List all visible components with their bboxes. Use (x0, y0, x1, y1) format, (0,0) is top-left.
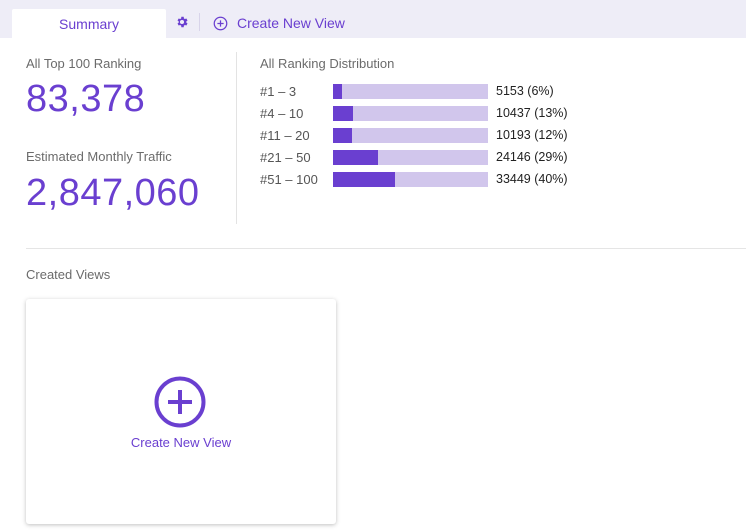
distribution-bar (333, 105, 488, 121)
distribution-row: #21 – 50 24146 (29%) (260, 149, 568, 165)
distribution-bar (333, 149, 488, 165)
distribution-bar-fill (333, 83, 343, 99)
distribution-bar (333, 171, 488, 187)
distribution-bar (333, 83, 488, 99)
tab-bar: Summary Create New View (0, 0, 746, 38)
gear-icon[interactable] (175, 15, 189, 29)
top100-ranking-label: All Top 100 Ranking (26, 56, 142, 71)
monthly-traffic-value: 2,847,060 (26, 172, 200, 214)
create-new-view-card[interactable]: Create New View (26, 299, 336, 524)
top100-ranking-value: 83,378 (26, 78, 146, 120)
create-new-view-card-label: Create New View (130, 435, 232, 450)
distribution-range: #1 – 3 (260, 83, 297, 99)
distribution-row: #1 – 3 5153 (6%) (260, 83, 554, 99)
monthly-traffic-label: Estimated Monthly Traffic (26, 149, 172, 164)
distribution-range: #11 – 20 (260, 127, 310, 143)
section-divider (26, 248, 746, 249)
distribution-value: 10193 (12%) (496, 128, 568, 142)
created-views-label: Created Views (26, 267, 111, 282)
distribution-title: All Ranking Distribution (260, 56, 395, 71)
tab-summary-label: Summary (59, 15, 119, 32)
tab-summary[interactable]: Summary (12, 9, 166, 38)
vertical-divider (236, 52, 237, 224)
create-new-view-tab[interactable]: Create New View (213, 14, 345, 32)
distribution-value: 33449 (40%) (496, 172, 568, 186)
create-new-view-tab-label: Create New View (237, 15, 345, 31)
distribution-bar (333, 127, 488, 143)
plus-circle-icon (154, 376, 206, 428)
distribution-row: #4 – 10 10437 (13%) (260, 105, 568, 121)
distribution-row: #51 – 100 33449 (40%) (260, 171, 568, 187)
distribution-range: #51 – 100 (260, 171, 318, 187)
distribution-range: #4 – 10 (260, 105, 304, 121)
distribution-value: 10437 (13%) (496, 106, 568, 120)
distribution-bar-fill (333, 171, 395, 187)
distribution-bar-fill (333, 105, 354, 121)
distribution-value: 5153 (6%) (496, 84, 554, 98)
distribution-bar-fill (333, 149, 378, 165)
distribution-bar-fill (333, 127, 352, 143)
tab-divider (199, 13, 200, 31)
distribution-row: #11 – 20 10193 (12%) (260, 127, 568, 143)
distribution-range: #21 – 50 (260, 149, 311, 165)
plus-circle-icon (213, 16, 228, 30)
distribution-value: 24146 (29%) (496, 150, 568, 164)
